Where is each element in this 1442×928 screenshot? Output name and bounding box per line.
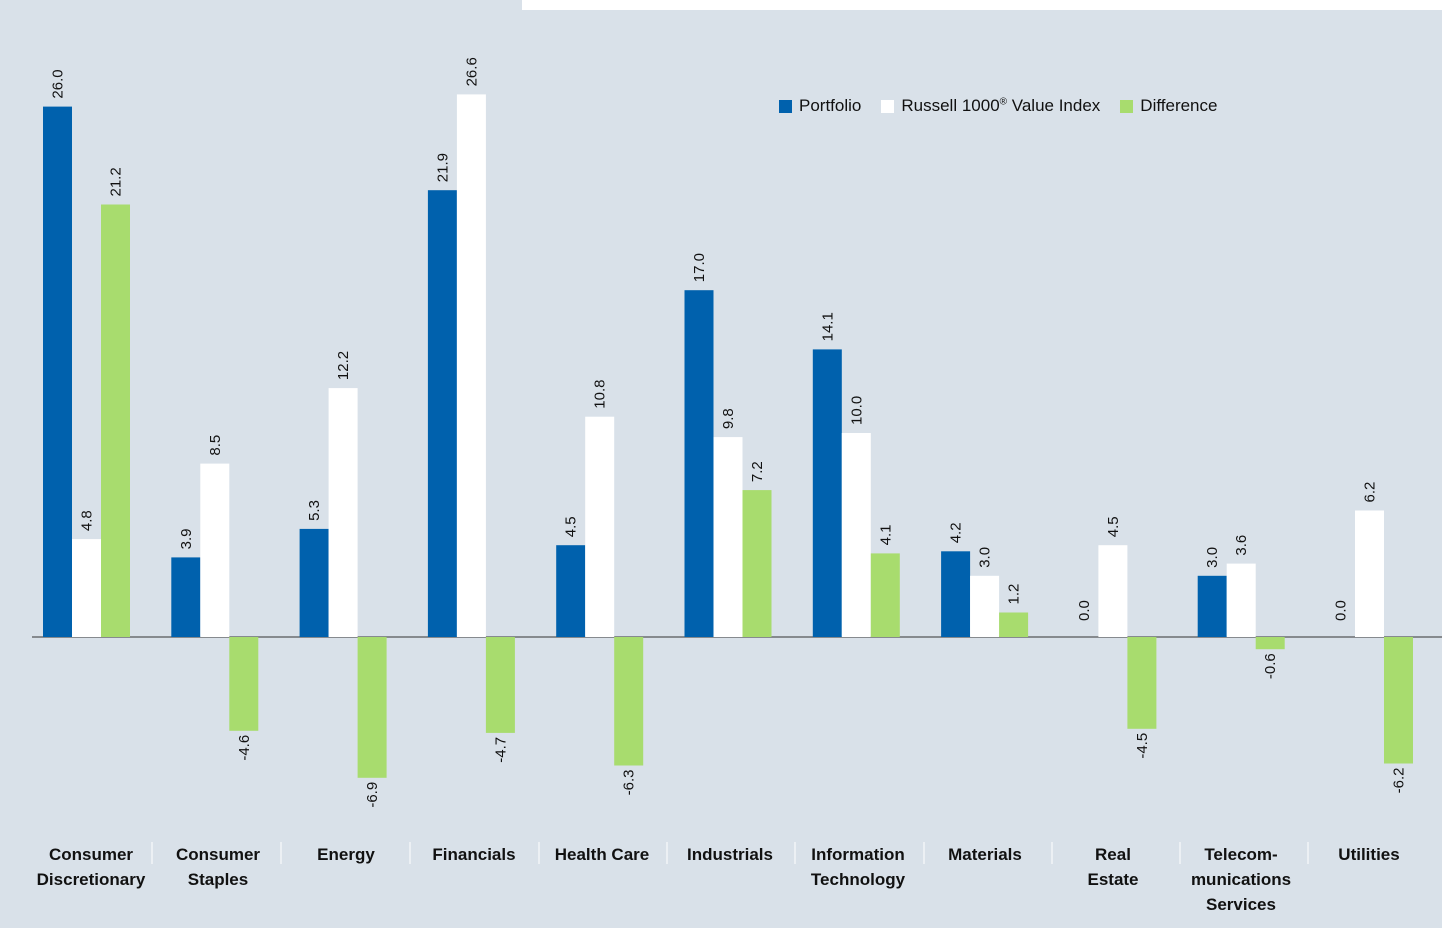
data-label: 7.2 — [749, 461, 766, 482]
data-label: -4.5 — [1134, 733, 1151, 759]
bar — [1255, 637, 1285, 650]
legend-swatch-russell — [881, 99, 895, 113]
x-tick-label: Utilities — [1338, 845, 1400, 864]
bar — [614, 637, 644, 766]
data-label: 12.2 — [335, 351, 352, 380]
x-tick-label: Health Care — [554, 845, 650, 864]
data-label: -4.7 — [492, 737, 509, 763]
legend-swatch-portfolio — [779, 99, 792, 113]
legend-label-difference: Difference — [1140, 96, 1218, 115]
data-label: 5.3 — [306, 500, 323, 521]
bar — [357, 637, 387, 778]
data-label: 14.1 — [819, 312, 836, 341]
top-panel — [522, 0, 1442, 10]
data-label: 8.5 — [207, 435, 224, 456]
data-label: 4.8 — [79, 510, 96, 531]
bar — [200, 463, 230, 637]
legend-item-difference: Difference — [1120, 96, 1217, 116]
legend-item-portfolio: Portfolio — [779, 96, 861, 116]
data-label: 17.0 — [691, 253, 708, 282]
bar — [941, 551, 971, 637]
bar — [1355, 510, 1384, 637]
x-tick-label: Information Technology — [810, 845, 906, 889]
data-label: 4.1 — [877, 525, 894, 546]
bar — [328, 388, 358, 637]
bar — [812, 349, 842, 637]
x-tick-label: Industrials — [687, 845, 773, 864]
x-tick-label: Real Estate — [1087, 845, 1139, 889]
bar — [556, 545, 586, 637]
bar — [1384, 637, 1413, 764]
bar — [1226, 563, 1256, 637]
bar — [1098, 545, 1128, 637]
data-label: 9.8 — [720, 408, 737, 429]
bar — [456, 94, 486, 637]
bar — [841, 433, 871, 637]
x-tick-label: Energy — [317, 845, 375, 864]
legend-label-russell: Russell 1000® Value Index — [901, 96, 1100, 116]
data-label: 4.2 — [948, 522, 965, 543]
legend-item-russell: Russell 1000® Value Index — [881, 96, 1100, 116]
data-label: 26.6 — [463, 57, 480, 86]
data-label: 26.0 — [50, 69, 67, 98]
bar — [870, 553, 900, 637]
data-label: 4.5 — [1105, 516, 1122, 537]
data-label: -6.2 — [1391, 768, 1408, 794]
data-label: 4.5 — [563, 516, 580, 537]
data-label: 6.2 — [1362, 482, 1379, 503]
bar — [970, 575, 1000, 637]
data-label: 3.9 — [178, 529, 195, 550]
legend: Portfolio Russell 1000® Value Index Diff… — [779, 96, 1237, 116]
x-tick-label: Consumer Discretionary — [36, 845, 146, 889]
bar — [101, 204, 130, 637]
data-label: 1.2 — [1006, 584, 1023, 605]
data-label: 21.2 — [108, 167, 125, 196]
data-label: 0.0 — [1076, 600, 1093, 621]
data-label: 21.9 — [434, 153, 451, 182]
x-tick-label: Consumer Staples — [175, 845, 261, 889]
data-label: 3.6 — [1233, 535, 1250, 556]
bar — [1197, 575, 1227, 637]
bar — [684, 290, 714, 637]
data-label: 3.0 — [1204, 547, 1221, 568]
data-label: -6.9 — [364, 782, 381, 808]
x-tick-label: Financials — [432, 845, 516, 864]
data-label: -4.6 — [236, 735, 253, 761]
legend-swatch-difference — [1120, 99, 1134, 113]
bar — [299, 528, 329, 637]
x-tick-label: Telecom- munications Services — [1190, 845, 1292, 914]
data-label: 0.0 — [1333, 600, 1350, 621]
bar — [999, 612, 1029, 637]
bar — [485, 637, 515, 733]
bar — [713, 437, 743, 637]
bar — [742, 490, 772, 637]
bar — [43, 106, 72, 638]
bar — [1127, 637, 1157, 729]
data-label: 10.8 — [592, 379, 609, 408]
data-label: 10.0 — [848, 396, 865, 425]
legend-label-russell-prefix: Russell 1000 — [901, 96, 1000, 115]
bar — [585, 416, 615, 637]
legend-label-russell-sup: ® — [999, 96, 1008, 108]
bar — [171, 557, 201, 637]
data-label: 3.0 — [977, 547, 994, 568]
data-label: -6.3 — [621, 770, 638, 796]
data-label: -0.6 — [1262, 653, 1279, 679]
bar — [72, 539, 101, 637]
legend-label-portfolio: Portfolio — [799, 96, 862, 115]
bar — [427, 190, 457, 637]
bar — [229, 637, 259, 731]
legend-label-russell-suffix: Value Index — [1007, 96, 1101, 115]
x-tick-label: Materials — [948, 845, 1022, 864]
